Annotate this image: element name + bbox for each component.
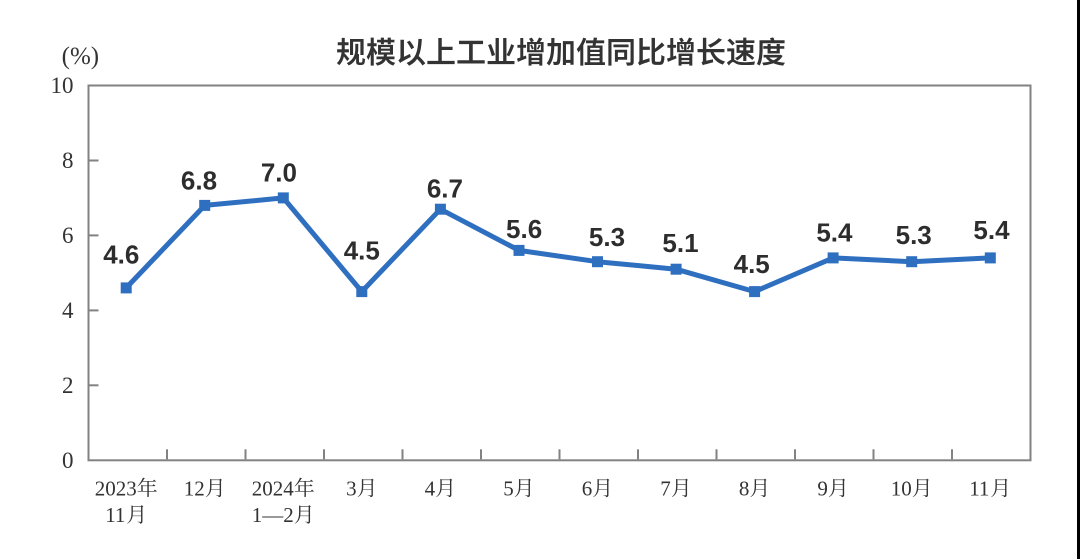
svg-text:4.5: 4.5 xyxy=(344,236,380,266)
svg-text:(%): (%) xyxy=(62,43,99,70)
svg-text:7.0: 7.0 xyxy=(261,158,297,188)
svg-text:10: 10 xyxy=(891,477,912,501)
svg-text:2023: 2023 xyxy=(95,477,137,501)
svg-text:2024: 2024 xyxy=(252,477,294,501)
svg-text:3: 3 xyxy=(346,477,357,501)
svg-text:6.7: 6.7 xyxy=(427,173,463,203)
svg-text:4.5: 4.5 xyxy=(734,249,770,279)
svg-text:12: 12 xyxy=(184,477,205,501)
svg-text:6.8: 6.8 xyxy=(181,166,217,196)
svg-text:4: 4 xyxy=(425,477,436,501)
svg-text:11: 11 xyxy=(105,503,125,527)
svg-text:5.3: 5.3 xyxy=(589,222,625,252)
svg-text:10: 10 xyxy=(51,73,74,98)
svg-text:9: 9 xyxy=(817,477,828,501)
svg-text:8: 8 xyxy=(739,477,750,501)
svg-text:5.4: 5.4 xyxy=(816,218,853,248)
svg-text:5.6: 5.6 xyxy=(506,214,542,244)
svg-text:7: 7 xyxy=(660,477,671,501)
svg-text:6: 6 xyxy=(582,477,593,501)
svg-text:11: 11 xyxy=(969,477,989,501)
svg-text:5.4: 5.4 xyxy=(973,215,1010,245)
svg-text:8: 8 xyxy=(62,148,74,173)
svg-text:4.6: 4.6 xyxy=(103,240,139,270)
svg-text:0: 0 xyxy=(62,448,74,473)
svg-text:5: 5 xyxy=(503,477,514,501)
svg-text:2: 2 xyxy=(62,373,74,398)
svg-text:5.1: 5.1 xyxy=(662,228,698,258)
svg-text:6: 6 xyxy=(62,223,74,248)
svg-text:1—2: 1—2 xyxy=(252,503,294,527)
svg-text:5.3: 5.3 xyxy=(896,220,932,250)
svg-text:4: 4 xyxy=(62,298,74,323)
